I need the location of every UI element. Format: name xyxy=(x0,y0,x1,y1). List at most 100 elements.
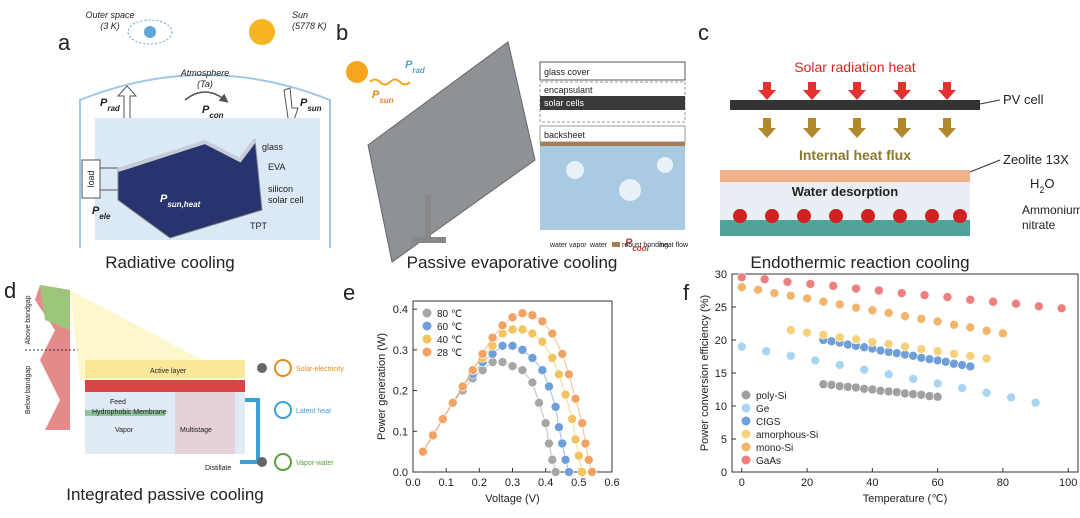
label: silicon xyxy=(268,184,293,194)
data-point xyxy=(487,332,498,343)
data-point xyxy=(998,328,1008,339)
legend-marker xyxy=(422,308,432,318)
data-point xyxy=(883,339,894,349)
data-point xyxy=(908,389,918,399)
x-tick-label: 0.0 xyxy=(405,477,420,489)
data-point xyxy=(916,389,927,400)
data-point xyxy=(418,446,428,457)
panel-letter: e xyxy=(343,280,355,305)
data-point xyxy=(932,316,943,327)
layer xyxy=(85,380,245,392)
data-point xyxy=(965,361,976,372)
legend-marker xyxy=(741,442,751,452)
y-tick-label: 25 xyxy=(715,302,727,314)
data-point xyxy=(900,388,910,399)
sun-icon xyxy=(346,61,368,83)
data-point xyxy=(785,325,796,335)
data-point xyxy=(867,337,878,347)
label: Prad xyxy=(405,59,426,75)
data-point xyxy=(527,310,538,321)
data-point xyxy=(560,389,571,400)
label: Prad xyxy=(100,97,121,113)
legend-label: CIGS xyxy=(756,417,781,428)
label: Psun xyxy=(372,89,394,105)
data-point xyxy=(949,320,959,330)
label: Distillate xyxy=(205,465,232,472)
label: Pele xyxy=(92,205,111,221)
icon xyxy=(274,401,292,419)
label: backsheet xyxy=(544,130,586,140)
data-point xyxy=(544,381,554,392)
data-point xyxy=(834,381,845,392)
legend: water vapor xyxy=(549,242,587,249)
legend-label: 28 ℃ xyxy=(437,348,462,359)
x-tick-label: 0 xyxy=(739,477,745,489)
data-point xyxy=(834,299,845,310)
data-point xyxy=(736,272,747,283)
label: Above bandgap xyxy=(25,295,32,344)
space-icon xyxy=(144,26,156,38)
panel-c: c Solar radiation heat PV cell Internal … xyxy=(698,20,1080,272)
label: Sun xyxy=(292,10,308,20)
pipe xyxy=(240,398,260,464)
heat-arrows xyxy=(758,82,956,100)
multistage xyxy=(175,392,235,454)
data-point xyxy=(527,377,538,388)
data-point xyxy=(570,393,581,404)
data-point xyxy=(736,341,747,352)
x-axis-label: Temperature (℃) xyxy=(863,493,948,505)
data-point xyxy=(497,328,508,339)
data-point xyxy=(834,332,845,343)
data-point xyxy=(875,386,886,396)
data-point xyxy=(527,328,538,339)
layer xyxy=(540,96,685,110)
data-point xyxy=(782,277,793,287)
data-point xyxy=(540,418,551,428)
data-point xyxy=(883,386,894,397)
data-point xyxy=(828,281,838,291)
label: Hydrophobic Membrane xyxy=(92,409,167,416)
data-point xyxy=(965,351,976,361)
x-tick-label: 0.5 xyxy=(571,477,586,489)
legend-swatch xyxy=(612,242,620,247)
label: Internal heat flux xyxy=(799,147,911,163)
dome xyxy=(79,74,331,248)
y-tick-label: 0.1 xyxy=(393,426,408,438)
legend-marker xyxy=(741,455,751,465)
data-point xyxy=(981,353,992,364)
legend-label: 60 ℃ xyxy=(437,322,462,333)
leader xyxy=(979,99,1001,105)
spectrum xyxy=(40,285,70,330)
data-point xyxy=(497,357,508,367)
data-point xyxy=(867,384,878,395)
data-point xyxy=(851,283,861,294)
icon xyxy=(274,453,292,471)
data-point xyxy=(537,365,548,376)
label: Solar radiation heat xyxy=(794,59,916,75)
label: nitrate xyxy=(1022,218,1056,232)
label: Solar-electricity xyxy=(296,366,344,373)
data-point xyxy=(557,349,568,359)
panel-letter: a xyxy=(58,30,71,55)
data-point xyxy=(477,349,488,359)
y-tick-label: 20 xyxy=(715,335,727,347)
data-point xyxy=(587,467,597,477)
panel-letter: d xyxy=(4,278,16,303)
load-box xyxy=(81,159,101,199)
pv-cell xyxy=(730,100,980,110)
label: EVA xyxy=(268,162,285,172)
zeolite xyxy=(720,170,970,182)
label: Vapor-water xyxy=(296,460,334,467)
data-point xyxy=(818,379,829,390)
x-tick-label: 0.3 xyxy=(505,477,520,489)
wire xyxy=(100,167,118,191)
label: Water desorption xyxy=(792,184,898,199)
data-point xyxy=(896,288,907,298)
legend-label: 40 ℃ xyxy=(437,335,462,346)
legend-marker xyxy=(741,390,751,400)
caption: Endothermic reaction cooling xyxy=(750,253,969,272)
legend-label: poly-Si xyxy=(756,391,787,402)
layer xyxy=(539,61,686,81)
data-point xyxy=(467,365,478,376)
y-tick-label: 15 xyxy=(715,368,727,380)
